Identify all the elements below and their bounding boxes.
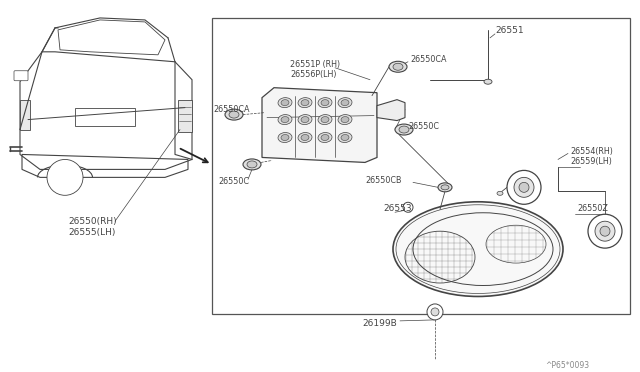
Ellipse shape: [393, 202, 563, 296]
Bar: [212, 18, 630, 314]
Ellipse shape: [225, 109, 243, 120]
Ellipse shape: [301, 100, 309, 106]
Ellipse shape: [301, 116, 309, 123]
Ellipse shape: [321, 100, 329, 106]
Circle shape: [588, 214, 622, 248]
Circle shape: [403, 202, 413, 212]
Text: 26555(LH): 26555(LH): [68, 228, 115, 237]
Bar: [178, 100, 192, 132]
Circle shape: [507, 170, 541, 204]
Text: 26559(LH): 26559(LH): [570, 157, 612, 166]
Ellipse shape: [318, 132, 332, 142]
Circle shape: [427, 304, 443, 320]
Circle shape: [519, 182, 529, 192]
Text: 26550C: 26550C: [218, 177, 249, 186]
Ellipse shape: [389, 61, 407, 72]
Ellipse shape: [298, 115, 312, 125]
Text: 26550CA: 26550CA: [213, 105, 250, 113]
Ellipse shape: [441, 185, 449, 190]
Ellipse shape: [278, 115, 292, 125]
Circle shape: [431, 308, 439, 316]
Circle shape: [600, 226, 610, 236]
Text: 26199B: 26199B: [362, 319, 397, 328]
Circle shape: [595, 221, 615, 241]
Text: 26550(RH): 26550(RH): [68, 217, 116, 226]
Ellipse shape: [338, 97, 352, 108]
Ellipse shape: [243, 159, 261, 170]
Ellipse shape: [298, 97, 312, 108]
Ellipse shape: [298, 132, 312, 142]
Ellipse shape: [484, 79, 492, 84]
Ellipse shape: [341, 116, 349, 123]
FancyBboxPatch shape: [14, 71, 28, 81]
Ellipse shape: [338, 132, 352, 142]
Bar: [75, 108, 135, 126]
Ellipse shape: [301, 135, 309, 141]
Text: 26556P(LH): 26556P(LH): [290, 70, 337, 79]
Ellipse shape: [281, 135, 289, 141]
Polygon shape: [262, 88, 377, 163]
Ellipse shape: [278, 97, 292, 108]
Ellipse shape: [278, 132, 292, 142]
Text: 26550CB: 26550CB: [365, 176, 401, 185]
Ellipse shape: [393, 63, 403, 70]
Circle shape: [47, 160, 83, 195]
Ellipse shape: [341, 100, 349, 106]
Ellipse shape: [497, 191, 503, 195]
Text: 26553: 26553: [383, 204, 412, 213]
Ellipse shape: [281, 116, 289, 123]
Ellipse shape: [341, 135, 349, 141]
Ellipse shape: [318, 115, 332, 125]
Ellipse shape: [438, 183, 452, 192]
Ellipse shape: [395, 124, 413, 135]
Ellipse shape: [318, 97, 332, 108]
Text: 26554(RH): 26554(RH): [570, 147, 613, 157]
Ellipse shape: [321, 135, 329, 141]
Text: 26550C: 26550C: [408, 122, 439, 131]
Text: 26550CA: 26550CA: [410, 55, 447, 64]
Ellipse shape: [338, 115, 352, 125]
Ellipse shape: [399, 126, 409, 133]
Text: 26550Z: 26550Z: [577, 204, 608, 213]
Polygon shape: [377, 100, 405, 121]
Ellipse shape: [321, 116, 329, 123]
Ellipse shape: [281, 100, 289, 106]
Ellipse shape: [229, 111, 239, 118]
Text: 26551: 26551: [495, 26, 524, 35]
Text: 26551P (RH): 26551P (RH): [290, 60, 340, 69]
Circle shape: [514, 177, 534, 197]
Bar: [20, 100, 30, 129]
Text: ^P65*0093: ^P65*0093: [545, 361, 589, 370]
Ellipse shape: [247, 161, 257, 168]
